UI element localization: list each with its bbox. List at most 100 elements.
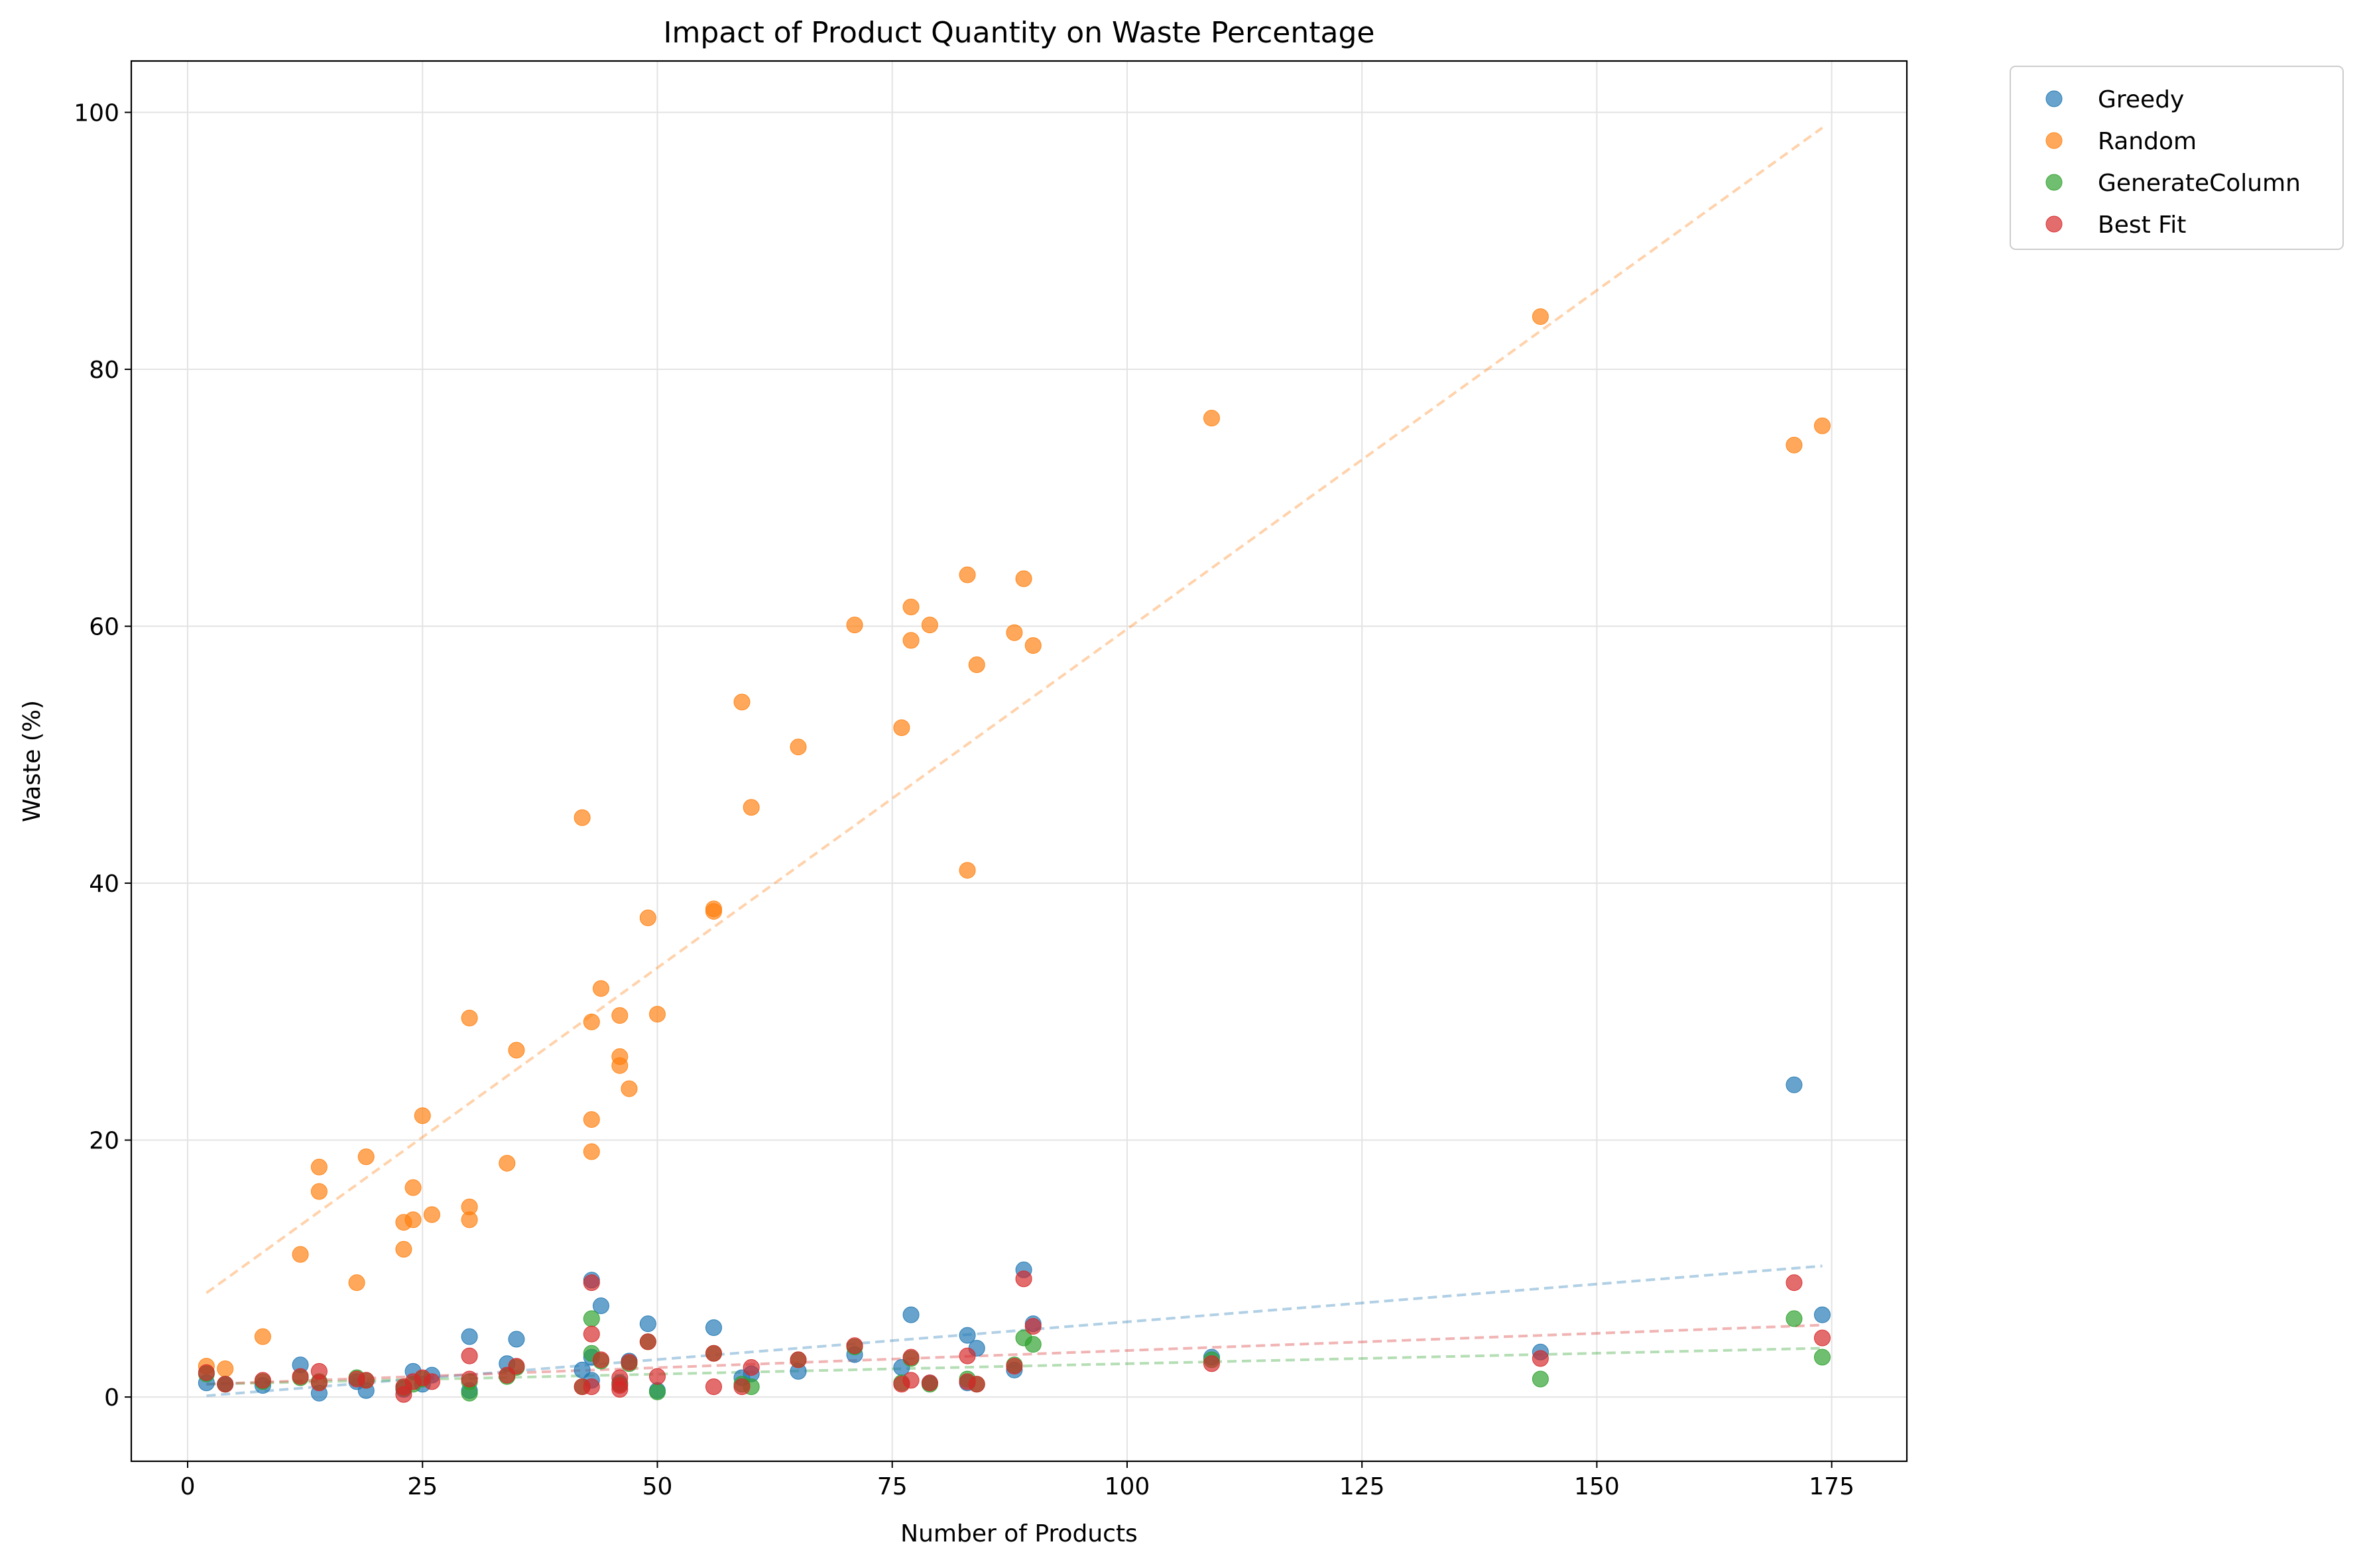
data-point-random — [648, 1006, 666, 1023]
data-point-random — [217, 1360, 234, 1377]
data-point-random — [395, 1240, 412, 1258]
y-tick-label: 40 — [89, 871, 119, 898]
data-point-random — [611, 1007, 629, 1024]
data-point-random — [968, 656, 985, 674]
data-point-best-fit — [743, 1359, 760, 1376]
data-point-best-fit — [583, 1274, 600, 1292]
data-point-random — [902, 632, 920, 649]
data-point-best-fit — [461, 1347, 478, 1364]
data-point-random — [310, 1183, 328, 1200]
data-point-best-fit — [1532, 1350, 1549, 1367]
data-point-best-fit — [959, 1347, 976, 1364]
data-point-random — [254, 1328, 271, 1345]
data-point-random — [1813, 417, 1831, 434]
legend-item-greedy: Greedy — [2045, 86, 2184, 113]
data-point-best-fit — [217, 1376, 234, 1393]
data-point-random — [404, 1211, 422, 1229]
x-tick-label: 150 — [1574, 1473, 1620, 1500]
data-point-best-fit — [1813, 1329, 1831, 1347]
legend-item-best-fit: Best Fit — [2045, 211, 2186, 239]
data-point-best-fit — [508, 1358, 525, 1375]
data-point-best-fit — [648, 1368, 666, 1385]
data-point-random — [743, 799, 760, 816]
x-tick-label: 0 — [180, 1473, 196, 1500]
x-tick-label: 50 — [642, 1473, 673, 1500]
data-point-generatecolumn — [1532, 1370, 1549, 1388]
data-point-random — [583, 1013, 600, 1030]
data-point-best-fit — [790, 1351, 807, 1368]
y-tick-label: 20 — [89, 1128, 119, 1155]
plot-frame — [130, 60, 1908, 1463]
data-point-random — [621, 1080, 638, 1097]
series-random — [198, 308, 1831, 1377]
data-point-best-fit — [1024, 1318, 1042, 1335]
data-point-best-fit — [1015, 1270, 1032, 1288]
data-point-best-fit — [310, 1374, 328, 1392]
legend-marker — [2045, 215, 2063, 233]
data-point-generatecolumn — [1813, 1349, 1831, 1366]
data-point-generatecolumn — [1024, 1336, 1042, 1353]
data-point-random — [959, 566, 976, 583]
x-tick-label: 75 — [877, 1473, 908, 1500]
data-point-random — [902, 598, 920, 615]
data-point-best-fit — [921, 1374, 938, 1392]
data-point-random — [733, 694, 751, 711]
data-point-greedy — [902, 1306, 920, 1323]
data-point-generatecolumn — [648, 1383, 666, 1400]
x-tick-label: 125 — [1339, 1473, 1385, 1500]
trend-lines — [206, 127, 1823, 1398]
grid-lines — [131, 61, 1907, 1461]
legend: Greedy Random GenerateColumn Best Fit — [2010, 66, 2344, 250]
data-point-random — [1532, 308, 1549, 326]
data-point-best-fit — [357, 1372, 375, 1389]
data-point-best-fit — [1786, 1274, 1803, 1292]
legend-label: Greedy — [2098, 86, 2184, 113]
legend-item-generatecolumn: GenerateColumn — [2045, 170, 2301, 197]
data-point-random — [1203, 410, 1220, 427]
chart-title: Impact of Product Quantity on Waste Perc… — [664, 16, 1375, 50]
data-point-greedy — [1786, 1076, 1803, 1093]
legend-marker — [2045, 90, 2063, 107]
data-point-best-fit — [705, 1345, 722, 1362]
data-point-random — [921, 617, 938, 634]
data-point-best-fit — [1006, 1358, 1023, 1375]
data-point-greedy — [508, 1331, 525, 1348]
data-point-random — [705, 903, 722, 920]
data-point-random — [1786, 436, 1803, 453]
data-point-random — [423, 1206, 440, 1223]
data-point-best-fit — [846, 1337, 863, 1355]
y-axis-ticks: 0 20 40 60 80 100 — [74, 100, 131, 1412]
data-point-random — [790, 739, 807, 756]
data-point-best-fit — [621, 1354, 638, 1371]
data-point-best-fit — [198, 1364, 215, 1381]
x-tick-label: 100 — [1105, 1473, 1150, 1500]
data-point-greedy — [461, 1328, 478, 1345]
y-tick-label: 60 — [89, 614, 119, 641]
data-point-random — [959, 862, 976, 879]
data-point-random — [461, 1010, 478, 1027]
data-point-random — [348, 1274, 365, 1292]
data-point-greedy — [639, 1315, 656, 1333]
series-best-fit — [198, 1270, 1831, 1403]
data-point-random — [592, 980, 609, 997]
data-point-best-fit — [733, 1378, 751, 1396]
data-point-random — [583, 1111, 600, 1128]
data-point-random — [461, 1211, 478, 1229]
legend-marker — [2045, 132, 2063, 149]
data-point-best-fit — [611, 1380, 629, 1398]
data-point-greedy — [592, 1297, 609, 1315]
legend-label: GenerateColumn — [2098, 170, 2301, 197]
data-point-best-fit — [583, 1325, 600, 1343]
data-point-random — [310, 1158, 328, 1176]
data-point-greedy — [1813, 1306, 1831, 1323]
data-point-random — [1006, 624, 1023, 641]
y-axis-title: Waste (%) — [19, 700, 46, 822]
data-point-best-fit — [1203, 1355, 1220, 1372]
data-point-best-fit — [461, 1370, 478, 1388]
data-point-best-fit — [902, 1372, 920, 1389]
y-tick-label: 100 — [74, 100, 119, 127]
data-point-best-fit — [292, 1368, 309, 1385]
data-points — [198, 308, 1831, 1403]
